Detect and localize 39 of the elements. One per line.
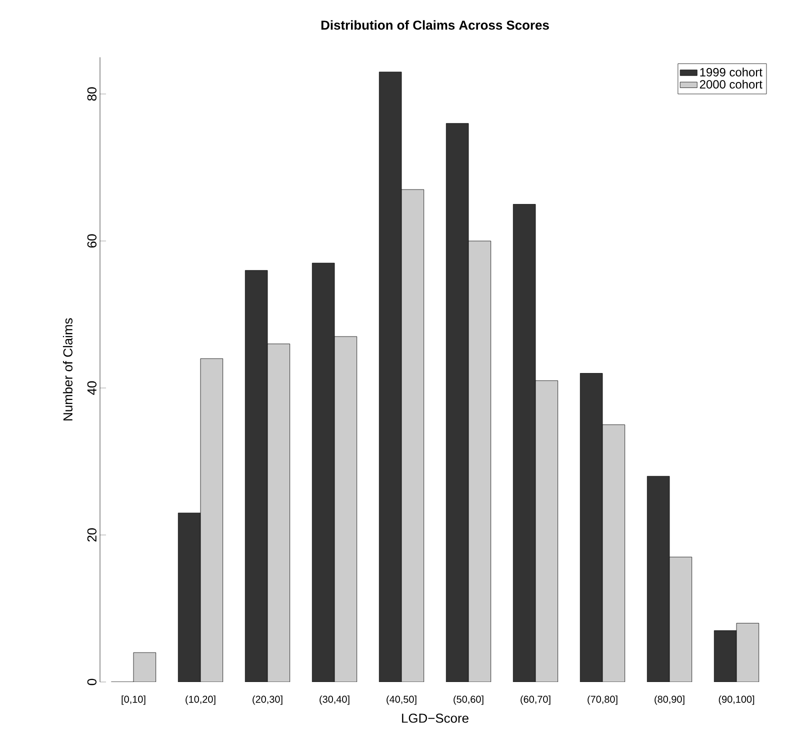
bar [736, 622, 760, 682]
bar [647, 476, 670, 682]
bar [245, 270, 268, 682]
y-tick-label: 20 [87, 528, 96, 542]
bar [446, 123, 469, 682]
chart-title: Distribution of Claims Across Scores [321, 20, 549, 30]
x-tick-label: (70,80] [588, 696, 618, 705]
bar [312, 263, 335, 682]
x-tick-label: (20,30] [252, 696, 282, 705]
bar [536, 380, 558, 682]
bar [379, 72, 402, 682]
bar [402, 190, 424, 682]
x-tick-label: (90,100] [718, 696, 754, 705]
x-axis-title: LGD−Score [402, 714, 468, 723]
y-tick-label: 40 [87, 381, 96, 395]
x-tick-label: (40,50] [386, 696, 416, 705]
bar [268, 344, 290, 682]
y-tick-label: 60 [87, 234, 96, 248]
bar [200, 358, 223, 682]
x-tick-label: (10,20] [186, 696, 216, 705]
x-tick-label: (80,90] [654, 696, 684, 705]
y-axis-title: Number of Claims [62, 318, 72, 420]
x-tick-label: [0,10] [122, 696, 146, 705]
bar [178, 512, 201, 682]
bar [334, 336, 357, 682]
bar [580, 373, 603, 682]
y-tick-label: 80 [87, 87, 96, 101]
legend-label: 1999 cohort [700, 68, 762, 76]
bar [513, 204, 536, 682]
bar [714, 630, 737, 682]
bar [134, 652, 156, 682]
bar [468, 240, 491, 682]
x-tick-label: (60,70] [520, 696, 550, 705]
y-tick-label: 0 [87, 678, 96, 686]
x-tick-label: (30,40] [320, 696, 350, 705]
x-tick-label: (50,60] [454, 696, 484, 705]
legend-label: 2000 cohort [700, 80, 762, 89]
bar [602, 424, 625, 682]
bar [670, 557, 692, 682]
